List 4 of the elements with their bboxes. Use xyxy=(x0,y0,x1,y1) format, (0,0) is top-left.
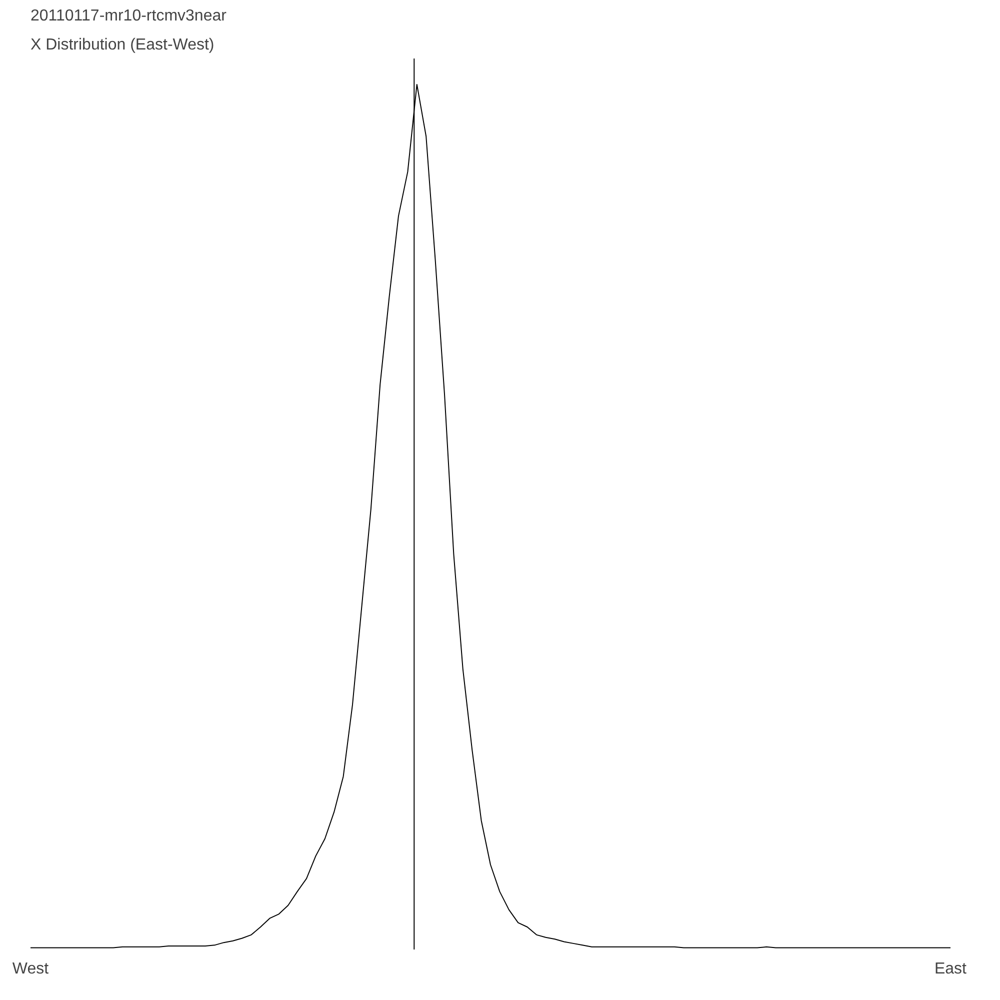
x-tick-label: East xyxy=(934,960,968,978)
x-tick-label: West xyxy=(12,960,50,978)
chart-subtitle: X Distribution (East-West) xyxy=(30,36,214,54)
chart-title: 20110117-mr10-rtcmv3near xyxy=(30,8,228,24)
